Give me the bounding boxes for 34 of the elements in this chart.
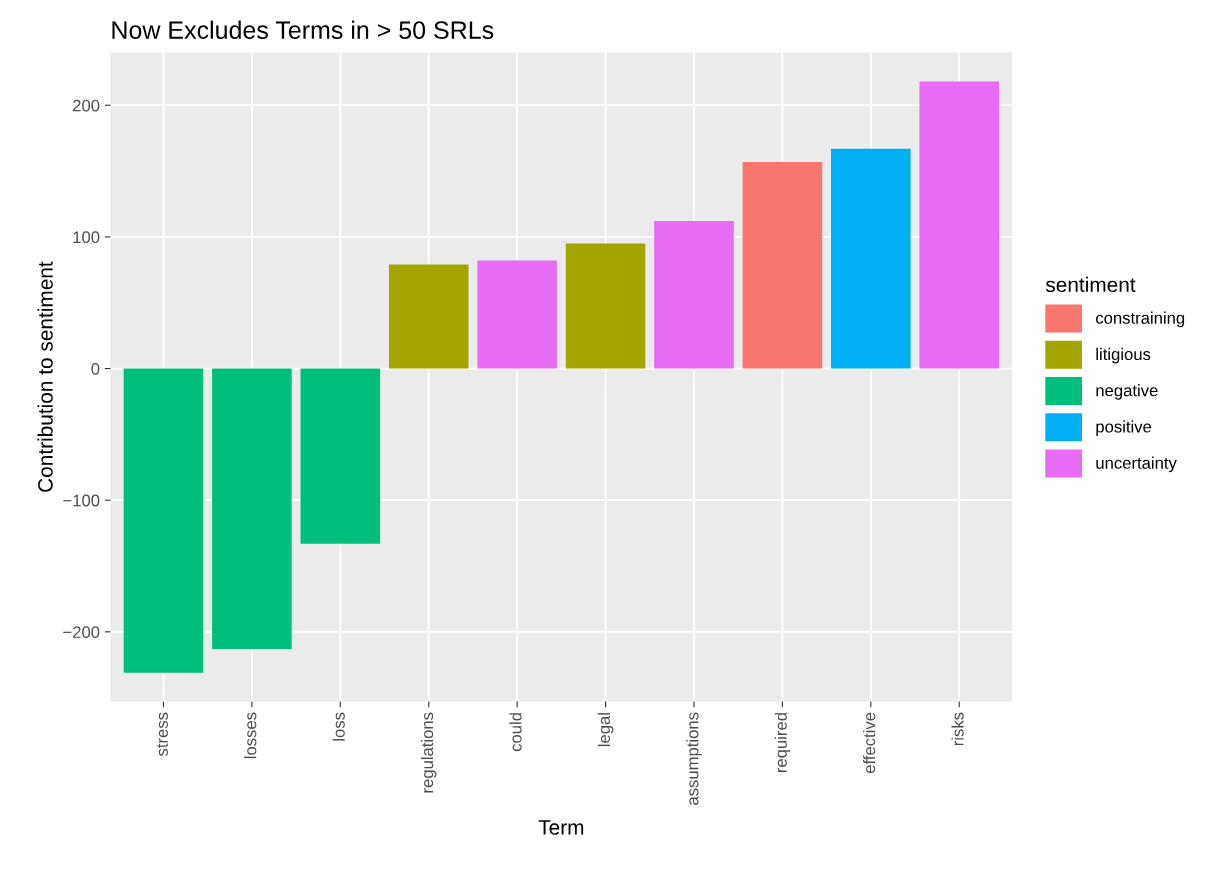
bar <box>565 243 646 369</box>
x-tick-label: legal <box>597 713 614 747</box>
y-tick-label: 0 <box>91 362 100 375</box>
x-tick-label: effective <box>863 712 876 774</box>
y-tick-label: 200 <box>73 99 100 112</box>
bar <box>831 148 911 369</box>
bar <box>919 81 1000 369</box>
legend-title: sentiment <box>1045 276 1136 293</box>
legend-label: positive <box>1096 420 1152 436</box>
x-tick-label: risks <box>951 712 964 746</box>
x-tick-label: stress <box>157 712 168 756</box>
chart-title: Now Excludes Terms in > 50 SRLs <box>112 20 494 39</box>
bar <box>388 264 469 369</box>
legend-label: constraining <box>1096 311 1185 328</box>
bar <box>654 221 734 369</box>
x-axis-title: Term <box>538 820 584 835</box>
legend-label: uncertainty <box>1096 456 1177 473</box>
y-tick-label: −200 <box>63 626 100 639</box>
y-axis-title: Contribution to sentiment <box>37 261 53 492</box>
bar <box>300 368 381 544</box>
x-tick-label: loss <box>332 712 345 741</box>
x-tick-label: regulations <box>420 712 437 793</box>
x-tick-label: assumptions <box>686 712 702 805</box>
bar <box>212 368 292 649</box>
y-tick-label: 100 <box>73 231 100 244</box>
x-tick-label: could <box>509 713 522 752</box>
bar <box>742 161 823 369</box>
x-tick-label: required <box>774 713 791 773</box>
x-tick-label: losses <box>244 712 257 759</box>
bar <box>477 260 557 369</box>
legend-label: litigious <box>1096 347 1151 364</box>
bar <box>123 368 204 673</box>
y-tick-label: −100 <box>63 494 100 507</box>
legend-label: negative <box>1096 384 1158 400</box>
